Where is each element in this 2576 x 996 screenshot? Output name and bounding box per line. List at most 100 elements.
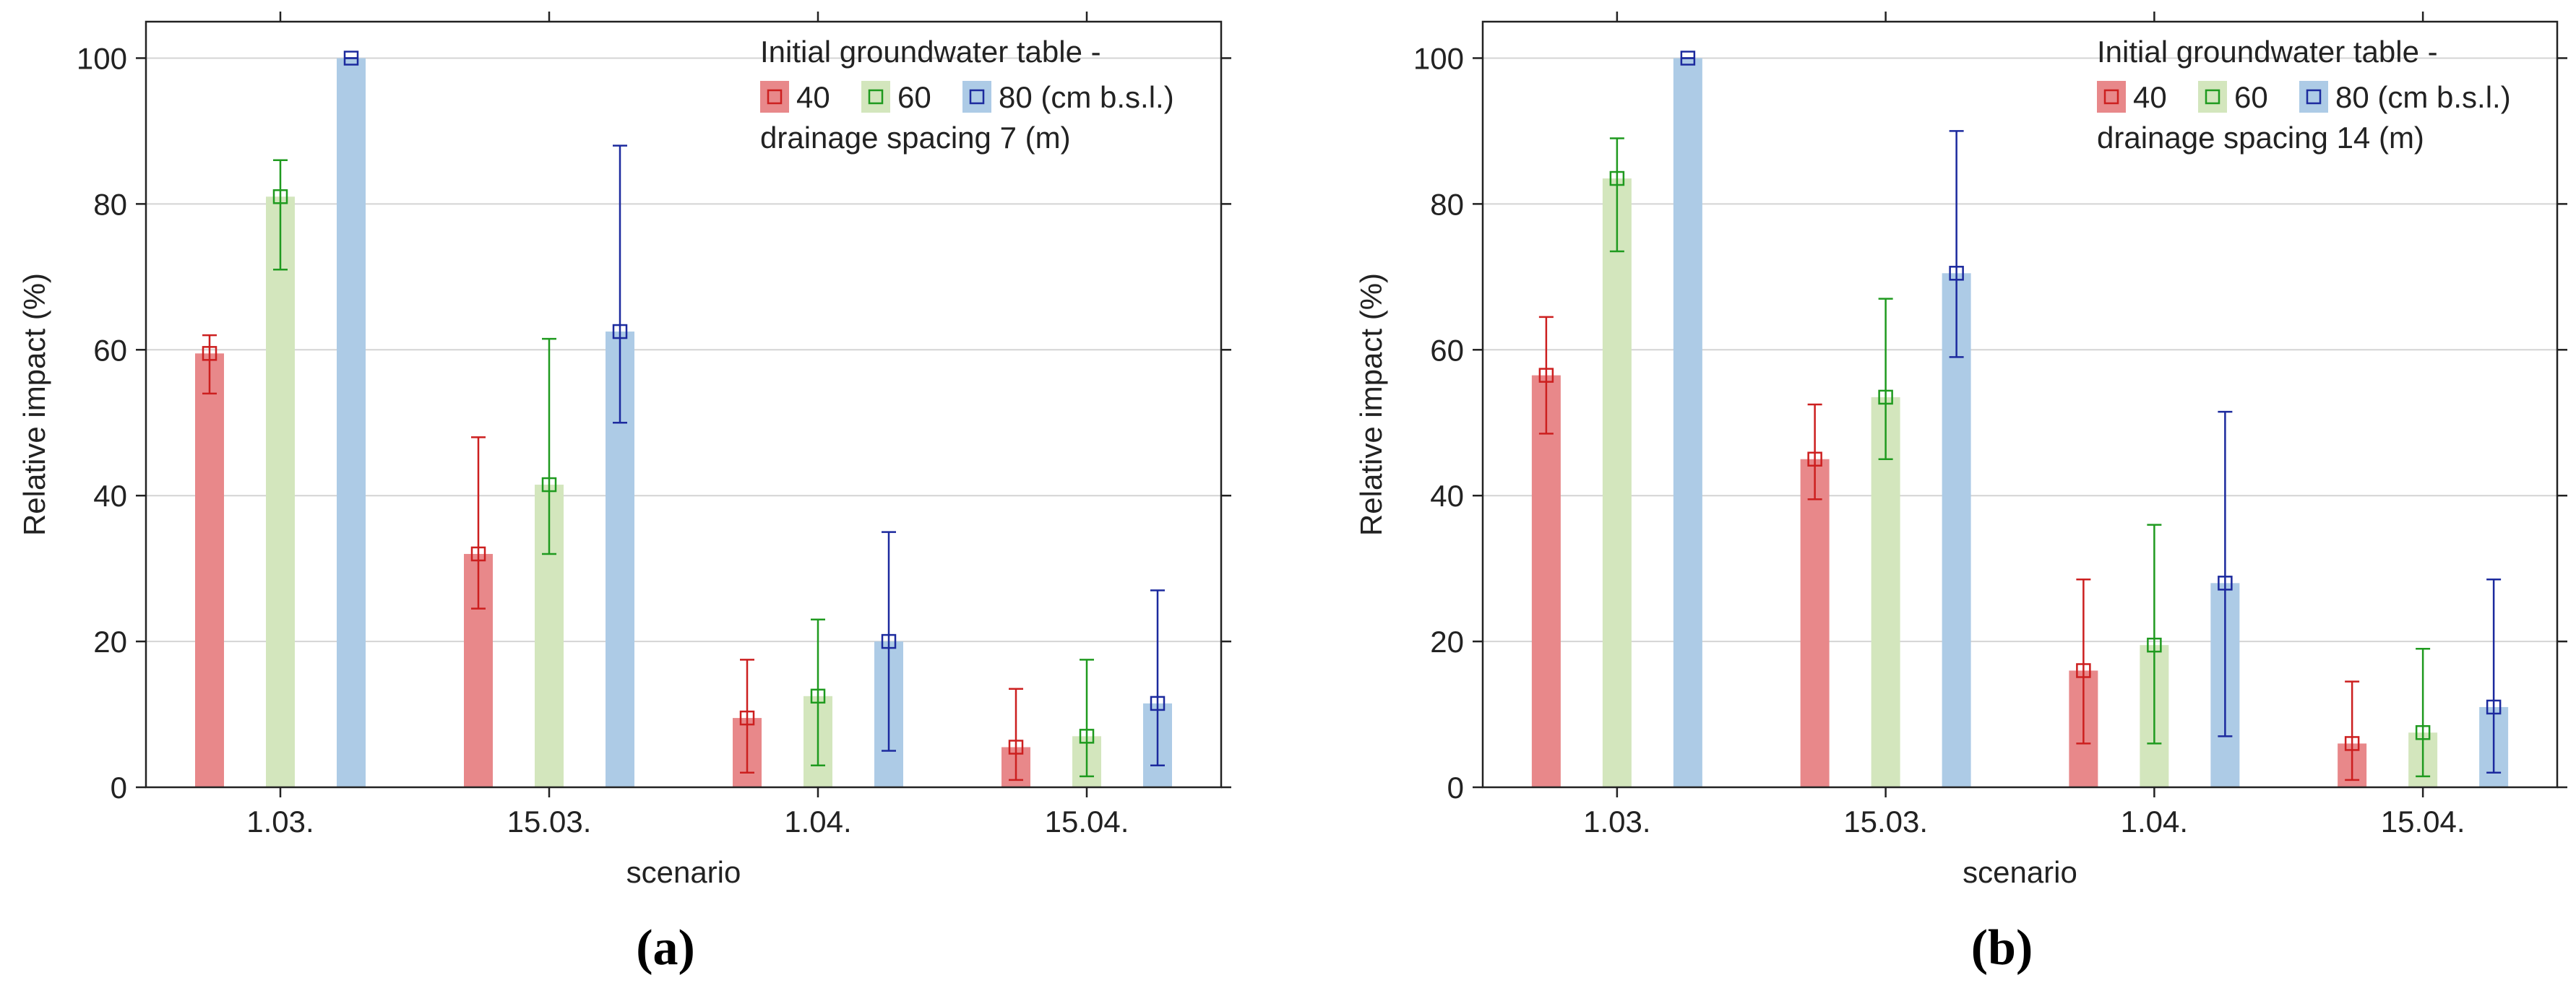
mean-marker [2076, 663, 2091, 678]
chart-panel-a: 0 20 40 60 80 100 1.03. 15.03. 1.04. 15.04. scenar… [17, 12, 1231, 976]
legend-title: Initial groundwater table - [760, 35, 1101, 69]
legend-entry-label: 60 [2234, 80, 2268, 114]
legend-swatch-40 [760, 81, 789, 113]
bar-60-0 [266, 196, 295, 787]
legend: Initial groundwater table - 40 60 80 (cm b.… [760, 35, 1174, 155]
mean-marker [1609, 170, 1625, 186]
x-tick-label: 1.04. [2121, 805, 2188, 839]
error-bar-40-2 [2076, 579, 2091, 745]
bar-80-0 [1673, 58, 1702, 787]
mean-marker [739, 710, 755, 726]
mean-marker [1680, 51, 1696, 66]
mean-marker [612, 324, 628, 339]
mean-marker [2415, 725, 2431, 740]
mean-marker [1878, 389, 1893, 405]
panel-label: (b) [1971, 920, 2033, 976]
bar-80-0 [337, 58, 366, 787]
mean-marker [343, 51, 359, 66]
error-bar-60-0 [1609, 137, 1625, 253]
error-bar-40-1 [1807, 403, 1822, 501]
y-tick-label: 0 [111, 771, 127, 805]
legend-entry-label: 40 [2133, 80, 2167, 114]
x-tick-label: 15.04. [1045, 805, 1129, 839]
y-tick-label: 60 [93, 333, 127, 367]
error-bar-80-3 [2486, 579, 2502, 774]
error-bar-60-3 [2415, 647, 2431, 778]
mean-marker [2218, 576, 2233, 591]
y-tick-label: 100 [77, 41, 127, 75]
y-tick-label: 20 [93, 625, 127, 659]
y-tick-label: 80 [1430, 187, 1464, 221]
mean-marker [202, 346, 217, 361]
legend: Initial groundwater table - 40 60 80 (cm b.… [2097, 35, 2511, 155]
legend-marker [868, 89, 884, 105]
mean-marker [1807, 451, 1822, 467]
legend-entry-label: 80 (cm b.s.l.) [2335, 80, 2511, 114]
legend-swatch-80 [2299, 81, 2328, 113]
y-tick-label: 20 [1430, 625, 1464, 659]
chart-panel-b: 0 20 40 60 80 100 1.03. 15.03. 1.04. 15.04. scenar… [1354, 12, 2567, 976]
legend-footer: drainage spacing 14 (m) [2097, 121, 2424, 155]
x-tick-label: 15.03. [507, 805, 592, 839]
y-tick-label: 40 [1430, 479, 1464, 513]
legend-marker [767, 89, 783, 105]
error-bar-80-2 [881, 531, 897, 752]
legend-marker [2306, 89, 2322, 105]
error-bar-40-1 [470, 436, 486, 610]
bar-40-0 [195, 353, 224, 787]
error-bar-40-0 [202, 334, 217, 395]
legend-marker [969, 89, 985, 105]
x-tick-label: 1.04. [784, 805, 851, 839]
x-axis-title: scenario [1963, 855, 2077, 889]
legend-swatch-60 [2198, 81, 2227, 113]
legend-title: Initial groundwater table - [2097, 35, 2438, 69]
plot-frame [1481, 20, 2559, 789]
legend-swatch-40 [2097, 81, 2126, 113]
y-tick-label: 80 [93, 187, 127, 221]
bar-40-0 [1531, 375, 1561, 787]
mean-marker [1079, 729, 1095, 744]
error-bar-60-0 [272, 159, 288, 271]
bar-80-1 [1942, 273, 1971, 787]
mean-marker [2344, 736, 2360, 751]
y-axis-title: Relative impact (%) [1354, 273, 1388, 536]
error-bar-40-3 [2344, 680, 2360, 781]
mean-marker [810, 688, 826, 704]
mean-marker [1538, 368, 1554, 383]
error-bar-60-1 [541, 337, 557, 555]
error-bar-80-3 [1150, 589, 1166, 766]
mean-marker [1949, 266, 1964, 281]
error-bar-40-3 [1008, 688, 1024, 781]
y-tick-label: 40 [93, 479, 127, 513]
y-tick-label: 100 [1413, 41, 1464, 75]
legend-footer: drainage spacing 7 (m) [760, 121, 1071, 155]
x-tick-label: 15.04. [2381, 805, 2465, 839]
mean-marker [2147, 637, 2162, 653]
x-tick-label: 1.03. [246, 805, 314, 839]
legend-swatch-60 [861, 81, 890, 113]
error-bar-80-1 [1949, 130, 1964, 358]
mean-marker [470, 546, 486, 562]
bar-60-1 [1871, 397, 1900, 787]
error-bar-80-1 [612, 144, 628, 424]
mean-marker [1008, 740, 1024, 755]
error-bar-60-2 [2147, 524, 2162, 745]
legend-marker [2205, 89, 2220, 105]
x-tick-label: 1.03. [1583, 805, 1650, 839]
legend-entry-label: 60 [897, 80, 931, 114]
plot-frame [145, 20, 1223, 789]
legend-entry-label: 40 [796, 80, 830, 114]
error-bar-80-0 [1680, 51, 1696, 66]
y-tick-label: 60 [1430, 333, 1464, 367]
legend-entry-label: 80 (cm b.s.l.) [999, 80, 1174, 114]
error-bar-60-2 [810, 618, 826, 766]
error-bar-40-2 [739, 659, 755, 774]
legend-swatch-80 [962, 81, 991, 113]
y-tick-label: 0 [1447, 771, 1464, 805]
error-bar-60-3 [1079, 659, 1095, 778]
panel-label: (a) [636, 920, 695, 976]
y-axis-title: Relative impact (%) [17, 273, 51, 536]
legend-marker [2103, 89, 2119, 105]
x-axis-title: scenario [626, 855, 741, 889]
